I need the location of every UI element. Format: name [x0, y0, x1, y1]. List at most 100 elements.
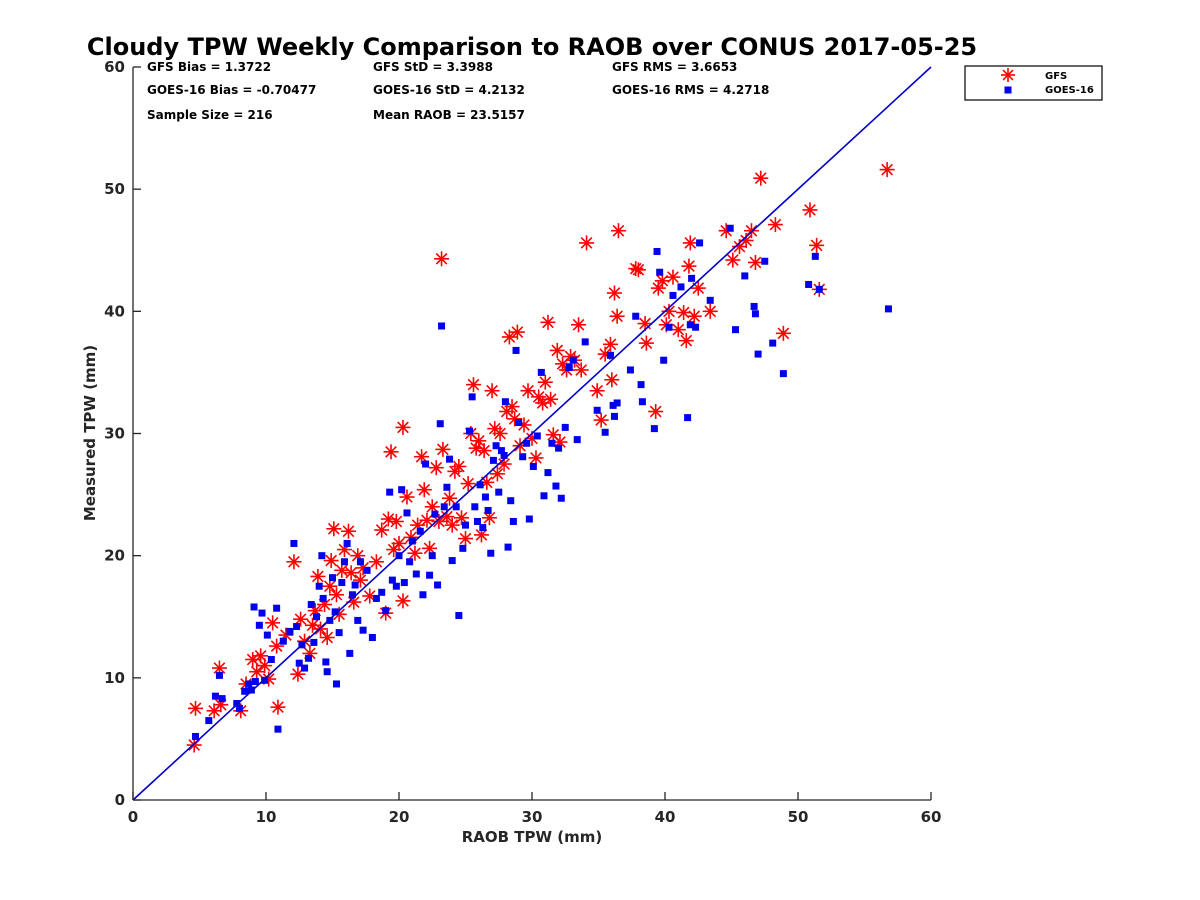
goes16-point — [512, 346, 520, 354]
gfs-point — [879, 162, 895, 178]
gfs-point — [323, 553, 339, 569]
goes16-point — [492, 442, 500, 450]
goes16-point — [489, 456, 497, 464]
goes16-point — [525, 515, 533, 523]
gfs-point — [313, 621, 329, 637]
x-axis-label: RAOB TPW (mm) — [462, 828, 603, 846]
goes16-point — [751, 310, 759, 318]
goes16-point — [507, 497, 515, 505]
gfs-point — [368, 554, 384, 570]
gfs-point — [383, 444, 399, 460]
goes16-point — [479, 524, 487, 532]
gfs-point — [648, 404, 664, 420]
gfs-point — [543, 391, 559, 407]
legend: GFS GOES-16 — [964, 65, 1103, 101]
goes16-point — [606, 351, 614, 359]
goes16-point — [372, 594, 380, 602]
goes16-point — [293, 623, 301, 631]
gfs-point — [374, 522, 390, 538]
x-tick-label: 60 — [921, 808, 942, 826]
goes16-point — [452, 503, 460, 511]
statistics-block: GFS Bias = 1.3722 GFS StD = 3.3988 GFS R… — [147, 60, 769, 122]
goes16-point — [565, 364, 573, 372]
gfs-point — [802, 202, 818, 218]
goes16-point — [273, 604, 281, 612]
gfs-point — [310, 568, 326, 584]
goes16-point — [465, 427, 473, 435]
gfs-point — [269, 638, 285, 654]
gfs-point — [460, 476, 476, 492]
goes16-point — [731, 326, 739, 334]
goes16-point — [247, 686, 255, 694]
legend-box — [964, 65, 1103, 101]
gfs-point — [473, 527, 489, 543]
goes16-point — [500, 451, 508, 459]
goes16-point — [632, 312, 640, 320]
goes16-point — [501, 398, 509, 406]
gfs-point — [676, 305, 692, 321]
goes16-point — [811, 252, 819, 260]
gfs-point — [293, 611, 309, 627]
goes16-point — [805, 280, 813, 288]
goes16-point — [431, 510, 439, 518]
goes16-point — [529, 462, 537, 470]
goes16-point — [331, 608, 339, 616]
gfs-point — [422, 540, 438, 556]
gfs-point — [319, 630, 335, 646]
goes16-point — [255, 621, 263, 629]
goes16-point — [338, 579, 346, 587]
gfs-point — [476, 443, 492, 459]
gfs-point — [465, 377, 481, 393]
gfs-point — [593, 412, 609, 428]
gfs-bias-text: GFS Bias = 1.3722 — [147, 60, 271, 74]
goes16-point — [403, 509, 411, 517]
goes16-point — [250, 603, 258, 611]
gfs-point — [388, 513, 404, 529]
goes16-point — [318, 552, 326, 560]
goes16-point — [422, 460, 430, 468]
goes16-point — [319, 594, 327, 602]
gfs-point — [549, 342, 565, 358]
goes16-point — [386, 488, 394, 496]
goes16-point — [779, 370, 787, 378]
gfs-point — [419, 512, 435, 528]
goes16-point — [332, 680, 340, 688]
x-tick-label: 10 — [256, 808, 277, 826]
goes16-point — [398, 486, 406, 494]
goes16-point — [378, 588, 386, 596]
goes16-point — [359, 626, 367, 634]
goes16-point — [601, 428, 609, 436]
x-tick-label: 20 — [389, 808, 410, 826]
goes16-point — [660, 356, 668, 364]
chart-title: Cloudy TPW Weekly Comparison to RAOB ove… — [87, 33, 977, 61]
gfs-point — [428, 460, 444, 476]
goes16-point — [688, 274, 696, 282]
legend-goes16-label: GOES-16 — [1045, 85, 1094, 96]
y-tick-label: 30 — [104, 425, 125, 443]
goes16-point — [406, 558, 414, 566]
goes16-point — [211, 692, 219, 700]
gfs-point — [604, 372, 620, 388]
goes16-point — [476, 481, 484, 489]
gfs-point — [571, 317, 587, 333]
gfs-point — [444, 517, 460, 533]
goes16-point — [459, 544, 467, 552]
x-tick-label: 30 — [522, 808, 543, 826]
goes16-point — [205, 717, 213, 725]
goes16-point — [726, 224, 734, 232]
goes16-point — [310, 638, 318, 646]
goes16-point — [468, 393, 476, 401]
legend-gfs-label: GFS — [1045, 71, 1067, 82]
goes16-point — [462, 521, 469, 529]
gfs-point — [501, 329, 517, 345]
goes16-point — [446, 455, 454, 463]
goes16-point — [192, 732, 200, 740]
goes16-point — [440, 503, 448, 511]
goes16-point — [754, 350, 762, 358]
goes16-point — [686, 321, 694, 329]
goes16-point — [656, 268, 664, 276]
goes16-point — [684, 414, 692, 422]
gfs-point — [442, 490, 458, 506]
gfs-point — [352, 572, 368, 588]
